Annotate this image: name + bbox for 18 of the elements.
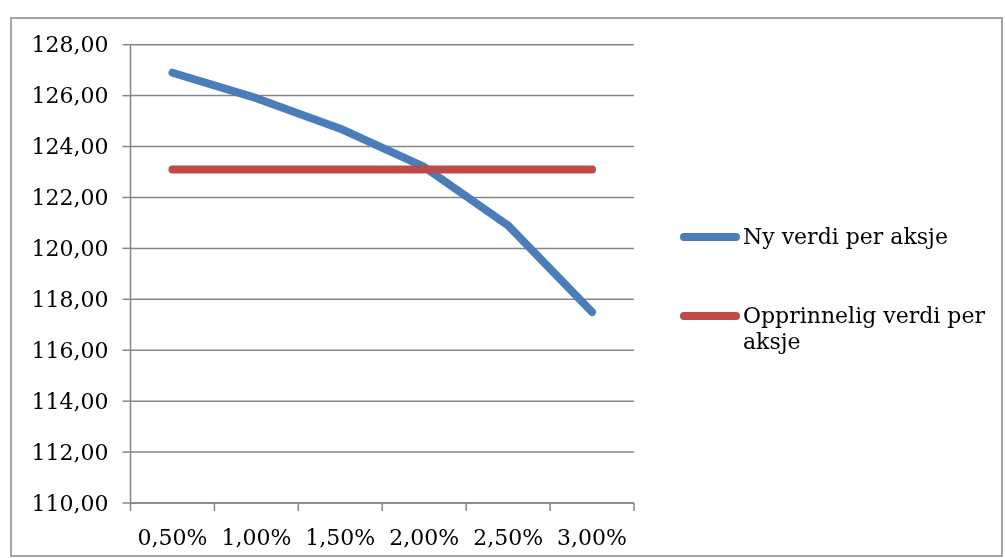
x-tick-label: 1,00%: [221, 524, 292, 550]
x-tick-label: 1,50%: [305, 524, 376, 550]
x-tick-label: 2,00%: [389, 524, 460, 550]
y-tick-label: 128,00: [31, 32, 109, 58]
y-tick-label: 114,00: [31, 388, 109, 414]
y-tick-label: 126,00: [31, 83, 109, 109]
y-tick-label: 112,00: [31, 439, 109, 465]
x-tick-label: 3,00%: [557, 524, 627, 550]
x-tick-label: 0,50%: [137, 524, 208, 550]
y-tick-label: 118,00: [31, 287, 109, 313]
y-tick-label: 116,00: [31, 337, 109, 363]
y-tick-label: 122,00: [31, 185, 109, 211]
legend-label: Ny verdi per aksje: [743, 224, 948, 249]
y-tick-label: 124,00: [31, 134, 109, 160]
legend-label: Opprinnelig verdi per aksje: [743, 303, 986, 354]
x-tick-label: 2,50%: [473, 524, 544, 550]
y-tick-label: 110,00: [31, 490, 109, 516]
y-tick-label: 120,00: [31, 236, 109, 262]
